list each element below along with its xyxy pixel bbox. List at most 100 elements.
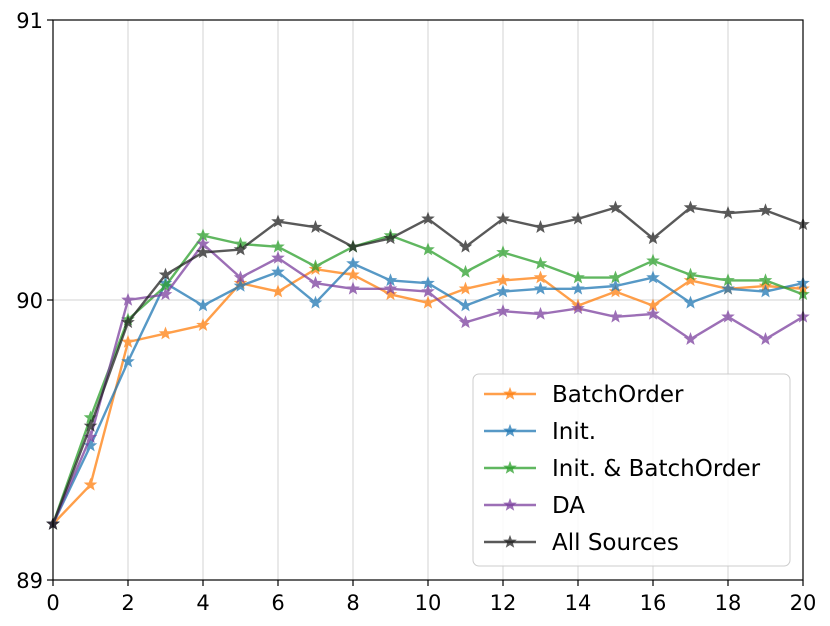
data-point (233, 270, 248, 284)
data-point (608, 278, 623, 292)
data-point (758, 203, 773, 217)
data-point (308, 259, 323, 273)
data-point (421, 211, 435, 225)
legend-item: Init. (484, 419, 596, 445)
data-point (421, 242, 435, 256)
data-point (83, 477, 98, 491)
data-point (158, 267, 173, 281)
data-point (608, 284, 623, 298)
x-tick-label: 18 (715, 591, 742, 615)
legend-label: All Sources (552, 530, 679, 556)
data-point (608, 200, 623, 214)
data-point (458, 281, 473, 295)
data-point (758, 332, 773, 345)
x-tick-label: 14 (565, 591, 592, 615)
legend-marker (503, 423, 517, 437)
data-point (721, 206, 735, 219)
data-point (383, 281, 398, 295)
data-point (121, 292, 135, 306)
data-point (758, 284, 773, 298)
x-tick-label: 8 (346, 591, 359, 615)
data-point (608, 309, 623, 323)
y-tick-label: 90 (16, 289, 43, 313)
data-point (646, 253, 660, 267)
x-tick-label: 12 (490, 591, 517, 615)
y-tick-label: 89 (16, 569, 43, 593)
legend-item: BatchOrder (484, 382, 684, 408)
data-point (533, 281, 548, 295)
x-tick-label: 4 (196, 591, 209, 615)
x-tick-label: 2 (121, 591, 134, 615)
data-point (758, 273, 773, 287)
x-tick-label: 10 (415, 591, 442, 615)
data-point (158, 287, 173, 301)
data-point (646, 270, 660, 284)
data-point (721, 309, 735, 323)
data-point (533, 256, 548, 270)
data-point (458, 239, 473, 253)
legend-item: All Sources (484, 530, 679, 556)
data-point (121, 334, 135, 348)
data-point (346, 281, 360, 295)
data-point (83, 438, 98, 452)
x-tick-label: 16 (640, 591, 667, 615)
data-point (571, 301, 585, 315)
data-point (683, 267, 698, 281)
data-point (121, 315, 135, 329)
data-point (158, 326, 173, 340)
series-da (46, 236, 810, 530)
data-point (533, 306, 548, 320)
data-point (458, 298, 473, 312)
data-point (271, 284, 285, 298)
data-point (421, 284, 435, 298)
data-point (383, 231, 398, 245)
x-tick-label: 20 (790, 591, 817, 615)
legend-label: DA (552, 493, 585, 519)
data-point (533, 220, 548, 233)
data-point (271, 239, 285, 253)
data-point (383, 287, 398, 301)
x-tick-label: 6 (271, 591, 284, 615)
data-point (496, 284, 510, 298)
series-group (46, 200, 810, 530)
data-point (496, 304, 510, 317)
data-point (308, 276, 323, 289)
data-point (571, 281, 585, 295)
data-point (196, 318, 210, 331)
x-tick-label: 0 (46, 591, 59, 615)
legend-marker (503, 386, 517, 400)
data-point (346, 256, 360, 270)
data-point (683, 332, 698, 345)
data-point (421, 295, 435, 309)
legend-marker (503, 534, 517, 548)
data-point (83, 418, 98, 432)
data-point (233, 278, 248, 292)
data-point (683, 273, 698, 287)
legend-marker (503, 497, 517, 511)
legend: BatchOrder Init. Init. & BatchOrder DA All S… (472, 373, 791, 567)
data-point (683, 200, 698, 214)
legend-box (472, 373, 791, 567)
data-point (196, 245, 210, 259)
data-point (458, 315, 473, 329)
data-point (683, 295, 698, 309)
data-point (346, 239, 360, 253)
legend-label: Init. (552, 419, 596, 445)
data-point (458, 264, 473, 278)
data-point (721, 281, 735, 295)
data-point (571, 211, 585, 225)
legend-item: Init. & BatchOrder (484, 456, 761, 482)
legend-label: Init. & BatchOrder (552, 456, 761, 482)
data-point (233, 242, 248, 256)
legend-item: DA (484, 493, 585, 519)
data-point (496, 245, 510, 259)
data-point (308, 295, 323, 309)
data-point (308, 220, 323, 233)
data-point (721, 273, 735, 287)
legend-marker (503, 460, 517, 474)
data-point (646, 231, 660, 245)
data-point (646, 306, 660, 320)
data-point (571, 270, 585, 284)
axes: 0 2 4 6 8 10 12 14 16 18 20 89 90 91 (16, 9, 816, 615)
data-point (121, 354, 135, 368)
